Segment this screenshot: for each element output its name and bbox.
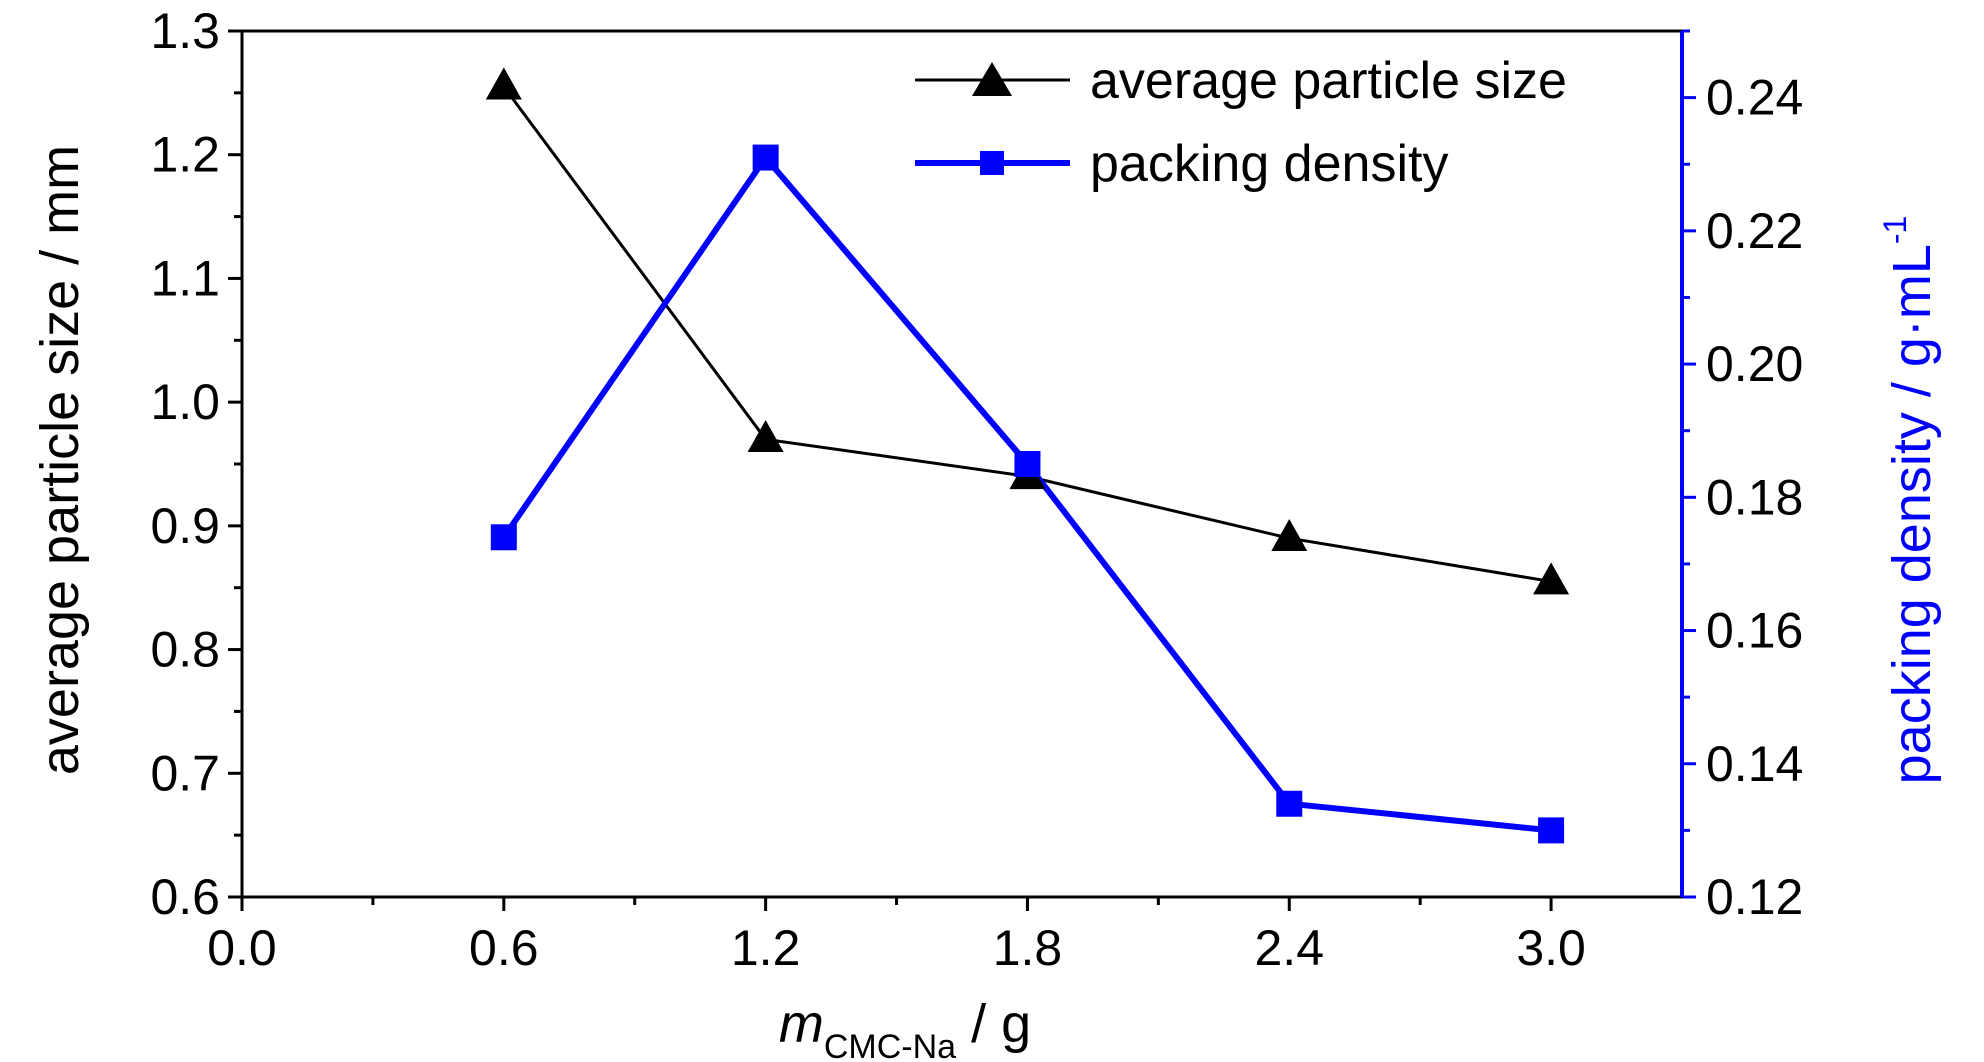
point-average-particle-size-3	[1271, 519, 1308, 552]
point-packing-density-1	[752, 144, 779, 171]
y-left-tick-label: 0.9	[150, 498, 220, 554]
y-right-tick-label: 0.14	[1706, 736, 1803, 792]
x-axis-title-italic: m	[779, 994, 824, 1054]
legend-marker-packing-density	[980, 151, 1004, 175]
x-tick-label: 2.4	[1255, 920, 1325, 976]
series-markers	[485, 67, 1570, 844]
y-left-tick-label: 1.3	[150, 3, 220, 59]
point-packing-density-0	[490, 524, 517, 551]
point-packing-density-4	[1538, 817, 1565, 844]
x-tick-label: 1.2	[731, 920, 801, 976]
point-average-particle-size-1	[747, 420, 784, 453]
x-axis-title: mCMC-Na / g	[779, 994, 1031, 1062]
x-axis-title-rest: / g	[956, 994, 1031, 1054]
series-line-packing-density	[501, 152, 1552, 834]
y-right-tick-label: 0.16	[1706, 603, 1803, 659]
y-left-tick-label: 1.0	[150, 374, 220, 430]
y-left-tick-label: 1.2	[150, 127, 220, 183]
y-right-axis-title-main: packing density / g·mL	[1882, 244, 1942, 784]
y-left-tick-label: 1.1	[150, 250, 220, 306]
y-left-tick-label: 0.6	[150, 869, 220, 925]
y-right-tick-label: 0.20	[1706, 336, 1803, 392]
ticks: 0.0 0.6 1.2 1.8 2.4 3.00.60.70.80.91.01.11.21…	[150, 3, 1803, 976]
legend: average particle size packing density	[915, 52, 1567, 193]
x-tick-label: 0.0	[207, 920, 277, 976]
y-left-tick-label: 0.7	[150, 745, 220, 801]
legend-label-average-particle-size: average particle size	[1090, 52, 1567, 110]
y-right-axis-title-superscript: -1	[1877, 216, 1913, 244]
y-right-axis-title: packing density / g·mL-1	[1877, 216, 1942, 785]
point-average-particle-size-0	[485, 67, 522, 100]
x-axis-title-subscript: CMC-Na	[824, 1028, 956, 1062]
x-tick-label: 1.8	[993, 920, 1063, 976]
y-left-tick-label: 0.8	[150, 622, 220, 678]
y-right-tick-label: 0.22	[1706, 203, 1803, 259]
y-left-axis-title: average particle size / mm	[30, 145, 90, 775]
point-average-particle-size-4	[1533, 562, 1570, 595]
point-packing-density-2	[1014, 451, 1041, 477]
y-right-tick-label: 0.24	[1706, 70, 1803, 126]
y-right-tick-label: 0.12	[1706, 869, 1803, 925]
point-packing-density-3	[1276, 790, 1303, 817]
legend-marker-average-particle-size	[972, 62, 1012, 96]
legend-label-packing-density: packing density	[1090, 135, 1448, 193]
x-tick-label: 3.0	[1516, 920, 1586, 976]
y-right-tick-label: 0.18	[1706, 469, 1803, 525]
x-tick-label: 0.6	[469, 920, 539, 976]
